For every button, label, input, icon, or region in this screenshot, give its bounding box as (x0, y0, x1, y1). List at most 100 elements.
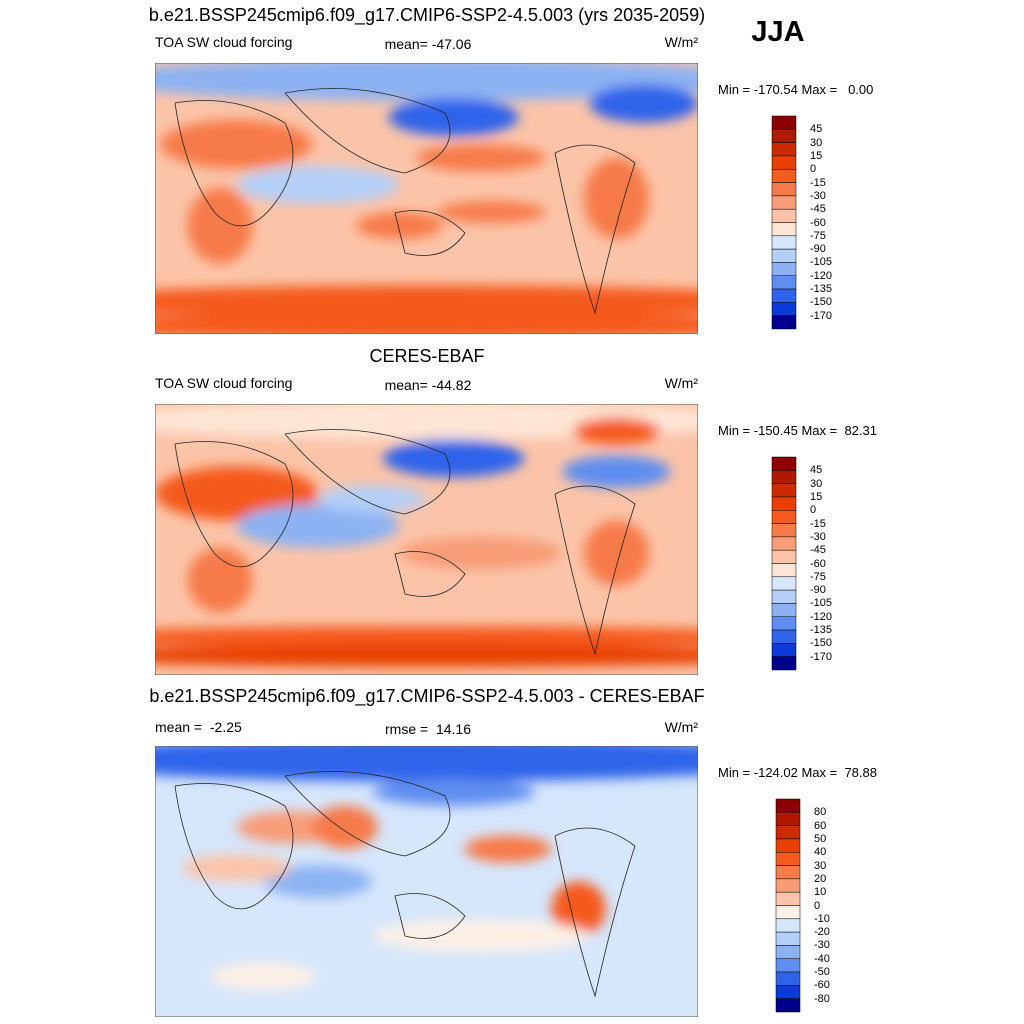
colorbar-label: 15 (810, 490, 823, 503)
panel-title: CERES-EBAF (369, 346, 485, 366)
colorbar-label: -105 (810, 256, 833, 269)
panel-left-label: mean = -2.25 (155, 719, 242, 735)
colorbar-box (771, 182, 797, 197)
colorbar-label: 0 (810, 163, 817, 176)
map-region (236, 504, 400, 548)
map-region (464, 835, 552, 863)
panel-title: b.e21.BSSP245cmip6.f09_g17.CMIP6-SSP2-4.… (148, 5, 706, 25)
colorbar-label: -150 (810, 637, 833, 650)
map-region (589, 84, 698, 123)
colorbar-box (771, 129, 797, 143)
min-max-label: Min = -124.02 Max = 78.88 (718, 765, 877, 780)
colorbar-box (771, 496, 797, 511)
colorbar-label: -105 (810, 597, 833, 610)
colorbar-box (771, 510, 797, 524)
colorbar-box (775, 852, 801, 866)
map-region (415, 144, 546, 172)
colorbar-box (775, 825, 801, 840)
colorbar-label: 20 (814, 872, 827, 885)
map-region (372, 919, 590, 952)
colorbar-box (771, 616, 797, 631)
panel-center-label: rmse = 14.16 (385, 721, 471, 737)
panel-left-label: TOA SW cloud forcing (155, 375, 293, 391)
colorbar-box (771, 483, 797, 498)
map-region (160, 119, 313, 169)
panel-center-label: mean= -44.82 (384, 377, 472, 393)
colorbar-label: -30 (810, 189, 826, 202)
map-region (562, 455, 671, 489)
colorbar-box (775, 945, 801, 959)
colorbar-box (771, 222, 797, 237)
map-region (355, 212, 443, 240)
colorbar-label: -90 (810, 243, 826, 256)
colorbar-box (771, 262, 797, 276)
colorbar-label: -50 (814, 966, 830, 979)
colorbar-label: -75 (810, 570, 826, 583)
colorbar-label: 60 (814, 819, 827, 832)
colorbar-box (771, 248, 797, 263)
coastlines (174, 429, 636, 656)
colorbar-box (775, 985, 801, 999)
colorbar-box (771, 549, 797, 564)
colorbar-label: -75 (810, 229, 826, 242)
colorbar-box (771, 629, 797, 644)
colorbar-label: -135 (810, 624, 833, 637)
map-region (209, 962, 318, 990)
colorbar-label: -150 (810, 296, 833, 309)
colorbar-label: -170 (810, 650, 833, 663)
map-region (155, 746, 698, 782)
colorbar-label: -40 (814, 952, 830, 965)
map-region (312, 805, 378, 849)
colorbar-label: 10 (814, 886, 827, 899)
map-blobs (155, 63, 698, 334)
colorbar-box (775, 891, 801, 906)
colorbar-box (775, 971, 801, 986)
colorbar-box (775, 878, 801, 893)
colorbar-box (771, 302, 797, 316)
colorbar-label: -135 (810, 283, 833, 296)
map-region (155, 466, 318, 521)
colorbar-box (775, 865, 801, 880)
colorbar-box (771, 589, 797, 604)
colorbar-label: 30 (810, 136, 823, 149)
map-field (155, 63, 698, 334)
panel-center-label: mean= -47.06 (384, 36, 472, 52)
colorbar-label: 40 (814, 846, 827, 859)
colorbar-label: 0 (814, 899, 821, 912)
colorbar-label: -45 (810, 544, 826, 557)
colorbar-label: 30 (810, 477, 823, 490)
map-region (236, 165, 400, 204)
map-field (155, 746, 698, 1017)
map-region (383, 439, 525, 478)
colorbar-label: -170 (810, 309, 833, 322)
coastlines (174, 771, 636, 998)
colorbar-box (775, 931, 801, 946)
min-max-label: Min = -150.45 Max = 82.31 (718, 423, 877, 438)
colorbar-label: -80 (814, 992, 830, 1005)
colorbar-box (771, 235, 797, 250)
colorbar-box (775, 905, 801, 920)
colorbar-box (771, 603, 797, 617)
panel-units: W/m² (664, 34, 698, 50)
colorbar-box (771, 208, 797, 223)
colorbar-label: 45 (810, 123, 823, 136)
season-label: JJA (751, 16, 805, 48)
colorbar-label: -30 (814, 939, 830, 952)
colorbar-label: -10 (814, 912, 830, 925)
map-region (155, 312, 698, 334)
map-region (155, 63, 698, 101)
panel-left-label: TOA SW cloud forcing (155, 34, 293, 50)
map-region (155, 285, 698, 318)
colorbar-box (771, 456, 797, 471)
colorbar-box (771, 563, 797, 578)
coastlines (174, 88, 636, 315)
colorbar-label: 30 (814, 859, 827, 872)
panel-title: b.e21.BSSP245cmip6.f09_g17.CMIP6-SSP2-4.… (149, 686, 705, 706)
colorbar-box (771, 195, 797, 210)
colorbar-box (771, 536, 797, 551)
map-region (155, 645, 698, 667)
colorbar-label: -60 (810, 557, 826, 570)
map-region (388, 98, 519, 137)
